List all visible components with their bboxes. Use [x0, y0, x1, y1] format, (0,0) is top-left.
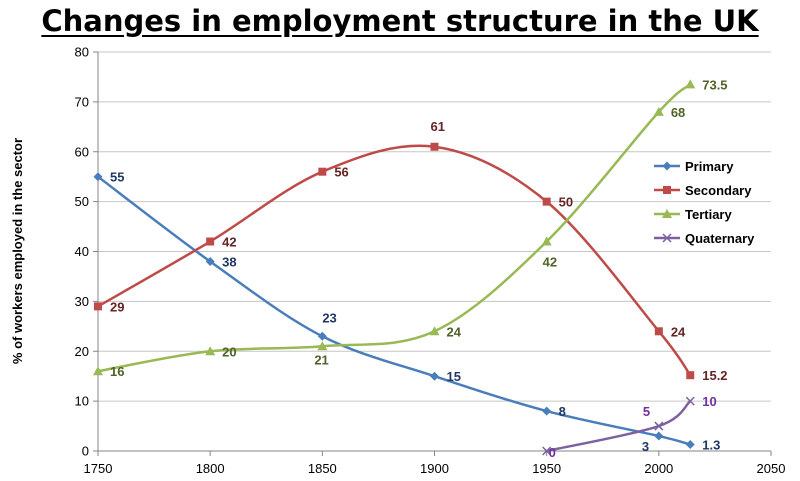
data-point-secondary: [686, 371, 695, 380]
marker-stroke: [542, 446, 552, 456]
data-point-tertiary: [93, 366, 103, 376]
legend-label-tertiary: Tertiary: [685, 207, 732, 222]
y-tick-label: 10: [75, 394, 89, 409]
data-point-tertiary: [429, 326, 440, 336]
data-label-tertiary: 73.5: [702, 77, 727, 92]
data-label-tertiary: 16: [110, 364, 124, 379]
data-point-primary: [430, 371, 439, 381]
data-label-secondary: 24: [671, 324, 686, 339]
data-label-secondary: 42: [222, 235, 236, 250]
data-label-secondary: 61: [431, 119, 445, 134]
y-tick-label: 50: [75, 194, 89, 209]
data-label-tertiary: 68: [671, 105, 685, 120]
y-tick-label: 80: [75, 45, 89, 60]
y-axis-label: % of workers employed in the sector: [10, 138, 25, 364]
data-point-quaternary: [542, 446, 552, 456]
x-tick-label: 1900: [420, 461, 449, 476]
data-label-primary: 23: [322, 310, 336, 325]
data-point-tertiary: [541, 236, 552, 246]
legend-label-quaternary: Quaternary: [685, 231, 755, 246]
data-point-primary: [93, 172, 103, 182]
data-point-tertiary: [653, 106, 664, 116]
x-tick-label: 2000: [644, 461, 673, 476]
data-point-secondary: [94, 302, 102, 311]
data-label-secondary: 15.2: [702, 368, 727, 383]
data-label-primary: 1.3: [702, 438, 720, 453]
chart-title: Changes in employment structure in the U…: [41, 4, 759, 38]
x-tick-label: 1850: [308, 461, 337, 476]
data-label-tertiary: 42: [543, 255, 557, 270]
x-tick-label: 1750: [84, 461, 113, 476]
data-label-primary: 3: [642, 439, 649, 454]
y-tick-label: 30: [75, 294, 89, 309]
data-point-tertiary: [685, 79, 696, 89]
data-label-quaternary: 0: [549, 445, 556, 460]
data-point-secondary: [206, 237, 215, 246]
x-tick-label: 1950: [532, 461, 561, 476]
data-label-primary: 38: [222, 254, 236, 269]
data-label-tertiary: 21: [314, 352, 328, 367]
legend-label-primary: Primary: [685, 159, 734, 174]
data-point-primary: [317, 331, 327, 341]
series-line-primary: [97, 175, 691, 446]
data-point-primary: [205, 256, 215, 266]
data-point-secondary: [318, 167, 327, 176]
data-point-secondary: [654, 327, 663, 336]
data-point-quaternary: [654, 421, 664, 431]
legend-marker-secondary: [663, 186, 671, 194]
data-point-secondary: [542, 197, 551, 206]
data-point-primary: [542, 406, 552, 416]
y-tick-label: 0: [82, 444, 89, 459]
y-tick-label: 20: [75, 344, 89, 359]
data-point-secondary: [430, 142, 439, 151]
data-point-tertiary: [317, 341, 328, 351]
series-line-quaternary: [546, 400, 692, 453]
legend-marker-tertiary: [662, 209, 672, 218]
y-tick-label: 60: [75, 144, 89, 159]
marker-stroke: [654, 421, 664, 431]
data-label-primary: 8: [559, 404, 566, 419]
x-tick-label: 1800: [196, 461, 225, 476]
legend-label-secondary: Secondary: [685, 183, 752, 198]
legend: Primary Secondary Tertiary Quaternary: [654, 159, 755, 246]
data-label-secondary: 29: [110, 299, 124, 314]
data-label-secondary: 56: [334, 165, 348, 180]
data-label-tertiary: 24: [447, 324, 462, 339]
data-point-primary: [685, 440, 695, 450]
data-label-tertiary: 20: [222, 344, 236, 359]
data-label-quaternary: 10: [702, 394, 716, 409]
series-lines: [93, 79, 696, 456]
x-tick-label: 2050: [757, 461, 786, 476]
y-tick-label: 40: [75, 244, 89, 259]
data-point-tertiary: [205, 346, 216, 356]
series-line-tertiary: [97, 83, 692, 373]
marker-stroke: [662, 233, 672, 243]
data-point-primary: [654, 431, 664, 441]
legend-marker-quaternary: [662, 233, 672, 243]
data-label-primary: 15: [447, 369, 461, 384]
data-label-primary: 55: [110, 170, 124, 185]
data-label-quaternary: 5: [643, 404, 650, 419]
y-tick-label: 70: [75, 94, 89, 109]
legend-marker-primary: [662, 161, 672, 171]
data-label-secondary: 50: [559, 195, 573, 210]
data-point-quaternary: [685, 396, 695, 406]
marker-stroke: [685, 396, 695, 406]
